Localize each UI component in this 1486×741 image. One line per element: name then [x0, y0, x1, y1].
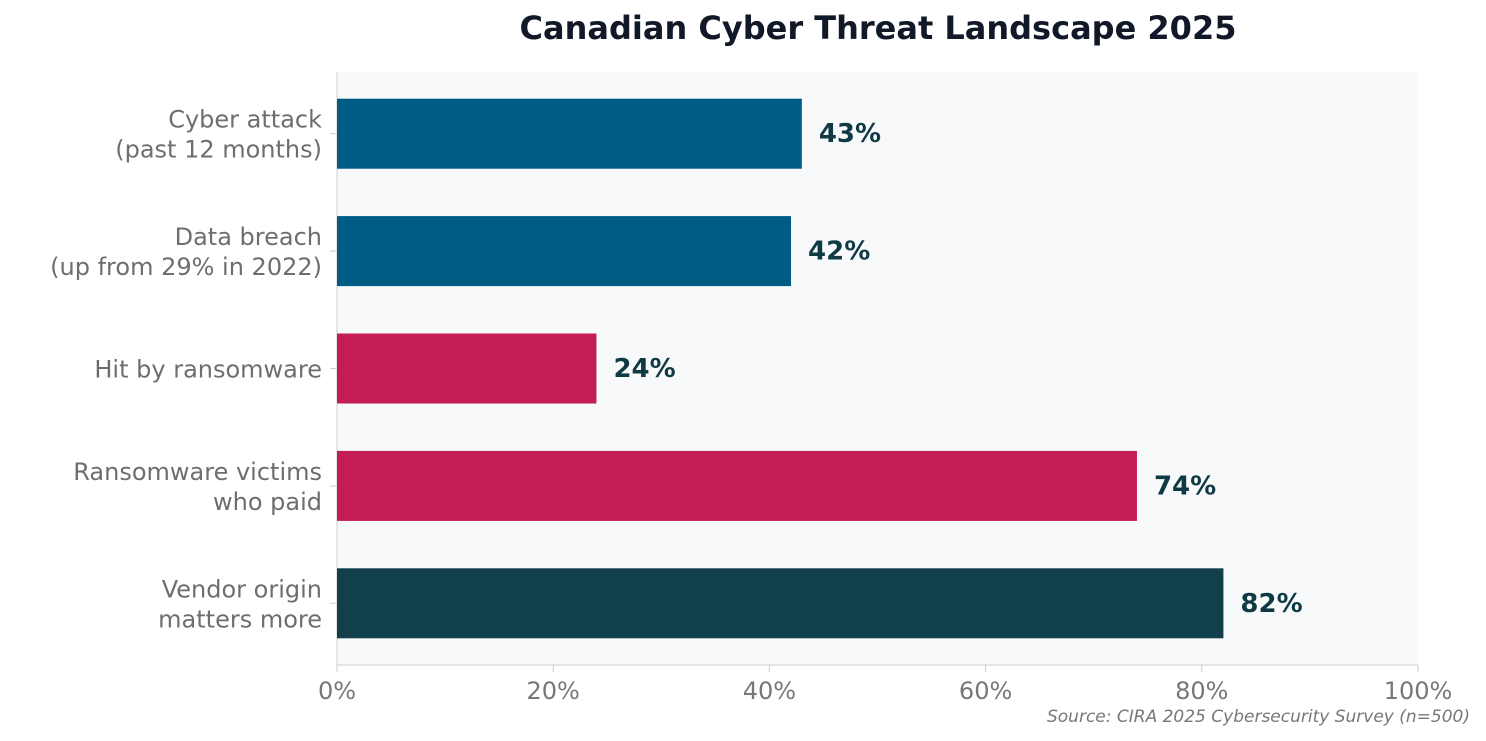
y-tick-label: Ransomware victims who paid: [73, 458, 322, 516]
y-tick-label: Hit by ransomware: [94, 356, 322, 384]
value-label: 82%: [1240, 589, 1302, 619]
x-tick-label: 80%: [1175, 677, 1228, 705]
bar: [337, 450, 1137, 521]
bar: [337, 98, 802, 169]
source-note: Source: CIRA 2025 Cybersecurity Survey (…: [1047, 707, 1470, 727]
y-tick-label: Vendor origin matters more: [158, 575, 322, 633]
x-tick-label: 60%: [959, 677, 1012, 705]
bar: [337, 216, 792, 287]
y-tick-label: Data breach (up from 29% in 2022): [50, 223, 322, 281]
value-label: 24%: [613, 354, 675, 384]
x-tick-label: 40%: [743, 677, 796, 705]
value-label: 74%: [1154, 471, 1216, 501]
value-label: 43%: [819, 119, 881, 149]
x-tick-label: 20%: [527, 677, 580, 705]
bar: [337, 568, 1224, 639]
value-label: 42%: [808, 237, 870, 267]
chart-title: Canadian Cyber Threat Landscape 2025: [520, 9, 1237, 47]
y-tick-label: Cyber attack (past 12 months): [115, 106, 322, 164]
x-tick-label: 100%: [1384, 677, 1453, 705]
bar: [337, 333, 597, 404]
x-tick-label: 0%: [318, 677, 356, 705]
